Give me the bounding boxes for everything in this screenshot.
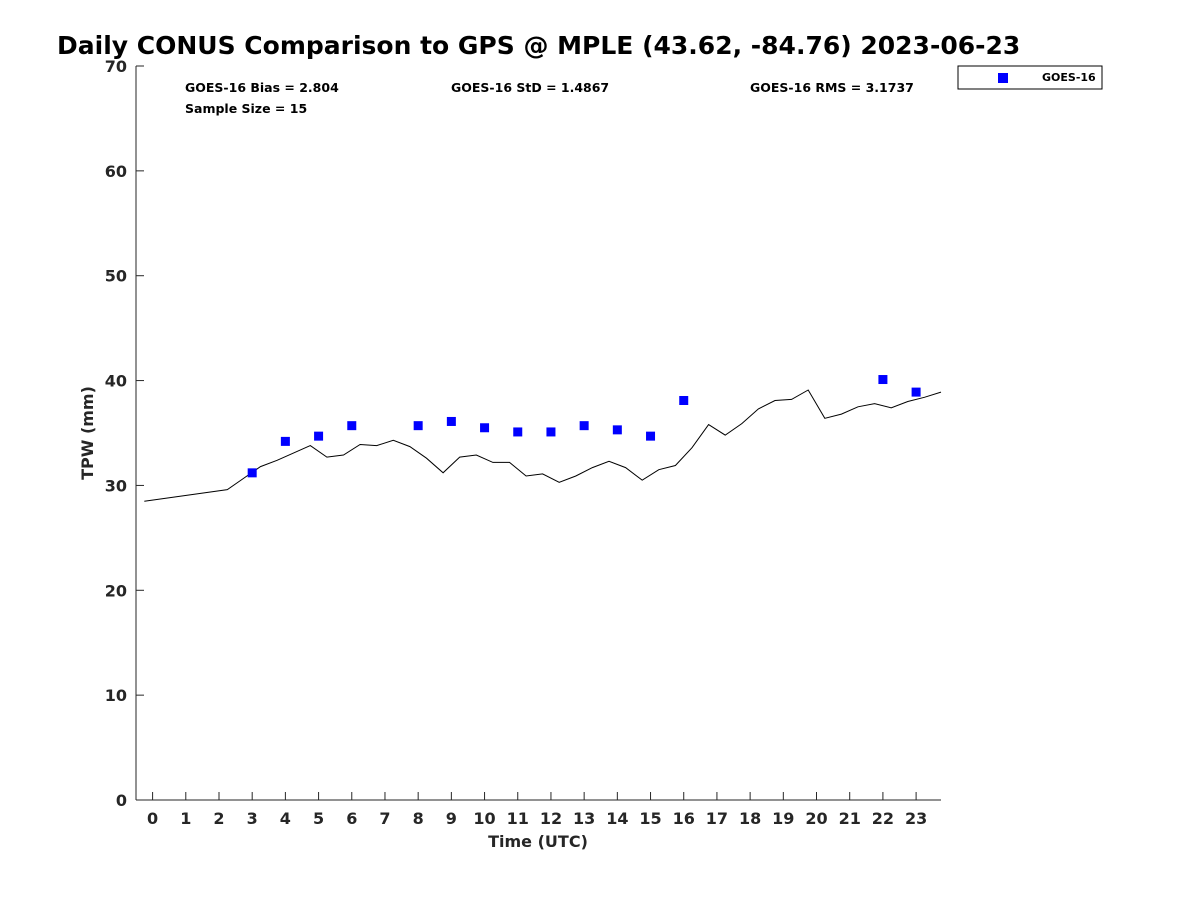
x-tick-label: 19 [772,809,794,828]
x-tick-label: 7 [379,809,390,828]
x-tick-label: 22 [872,809,894,828]
chart-title: Daily CONUS Comparison to GPS @ MPLE (43… [57,31,1020,60]
x-tick-label: 3 [247,809,258,828]
y-tick-label: 10 [105,686,127,705]
goes16-data-point [513,427,523,437]
plot-data [144,375,942,502]
x-tick-label: 11 [507,809,529,828]
x-tick-label: 14 [606,809,628,828]
y-tick-label: 40 [105,372,127,391]
x-tick-label: 2 [213,809,224,828]
x-tick-label: 23 [905,809,927,828]
goes16-data-point [314,431,324,441]
x-tick-label: 18 [739,809,761,828]
y-tick-label: 50 [105,267,127,286]
goes16-data-point [247,468,257,478]
goes16-data-point [413,421,423,431]
x-axis-ticks: 0 1 2 3 4 5 6 7 8 9 10 11 12 13 14 15 16 17 18 19 20 21 22 23 [147,792,927,828]
x-tick-label: 9 [446,809,457,828]
y-tick-label: 70 [105,57,127,76]
x-tick-label: 0 [147,809,158,828]
x-tick-label: 4 [280,809,291,828]
x-tick-label: 8 [413,809,424,828]
y-tick-label: 20 [105,581,127,600]
legend-marker [998,73,1008,83]
x-tick-label: 1 [180,809,191,828]
y-axis-label: TPW (mm) [78,386,97,480]
goes16-data-point [347,421,357,431]
goes16-data-point [612,425,622,435]
x-tick-label: 12 [540,809,562,828]
goes16-data-point [280,436,290,446]
goes16-data-point [646,431,656,441]
goes16-data-point [911,387,921,397]
axes [135,66,941,801]
legend-label: GOES-16 [1042,71,1096,84]
legend: GOES-16 [957,65,1103,90]
x-tick-label: 20 [805,809,827,828]
goes16-data-point [878,375,888,385]
bias-stat: GOES-16 Bias = 2.804 [185,80,339,95]
x-tick-label: 5 [313,809,324,828]
y-tick-label: 0 [116,791,127,810]
x-tick-label: 15 [639,809,661,828]
rms-stat: GOES-16 RMS = 3.1737 [750,80,914,95]
y-tick-label: 30 [105,476,127,495]
goes16-data-point [679,395,689,405]
x-tick-label: 6 [346,809,357,828]
x-tick-label: 13 [573,809,595,828]
gps-tpw-line [144,389,942,502]
y-tick-label: 60 [105,162,127,181]
y-axis-ticks: 0 10 20 30 40 50 60 70 [105,57,144,810]
x-tick-label: 10 [473,809,495,828]
goes16-data-point [446,416,456,426]
x-tick-label: 16 [673,809,695,828]
x-tick-label: 21 [839,809,861,828]
x-axis-label: Time (UTC) [488,832,588,851]
std-stat: GOES-16 StD = 1.4867 [451,80,609,95]
goes16-data-point [480,423,490,433]
goes16-data-point [579,421,589,431]
x-tick-label: 17 [706,809,728,828]
sample-size-stat: Sample Size = 15 [185,101,307,116]
goes16-data-point [546,427,556,437]
legend-box [957,65,1103,90]
